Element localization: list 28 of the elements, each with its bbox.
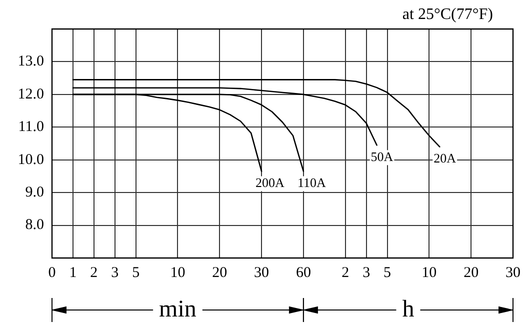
x-tick-label: 2 <box>342 264 350 281</box>
y-tick-label: 10.0 <box>18 152 44 168</box>
x-tick-label: 20 <box>464 264 479 281</box>
y-tick-label: 9.0 <box>25 184 44 201</box>
x-tick-label: 5 <box>132 264 140 281</box>
x-tick-label: 3 <box>111 264 119 281</box>
y-tick-label: 11.0 <box>18 119 44 136</box>
text: at 25°C(77°F) <box>402 6 493 24</box>
y-tick-label: 8.0 <box>25 217 44 234</box>
series-label: 200A <box>256 175 286 190</box>
series-label: 110A <box>297 175 326 190</box>
series-label: 20A <box>434 150 457 166</box>
y-tick-label: 12.0 <box>18 86 44 102</box>
series-label: 50A <box>370 149 394 164</box>
x-tick-label: 5 <box>384 264 392 281</box>
x-tick-label: 1 <box>69 264 77 281</box>
text: min <box>159 296 196 322</box>
x-tick-label: 30 <box>506 264 520 281</box>
x-tick-label: 10 <box>422 264 437 281</box>
x-tick-label: 60 <box>296 264 311 281</box>
text: h <box>402 296 414 322</box>
x-tick-label: 10 <box>170 264 186 281</box>
x-tick-label: 30 <box>254 264 270 281</box>
x-tick-label: 3 <box>362 264 370 281</box>
y-tick-label: 13.0 <box>18 54 44 70</box>
x-tick-label: 20 <box>212 264 228 281</box>
x-tick-label: 2 <box>90 264 98 281</box>
x-tick-label: 0 <box>48 264 56 281</box>
